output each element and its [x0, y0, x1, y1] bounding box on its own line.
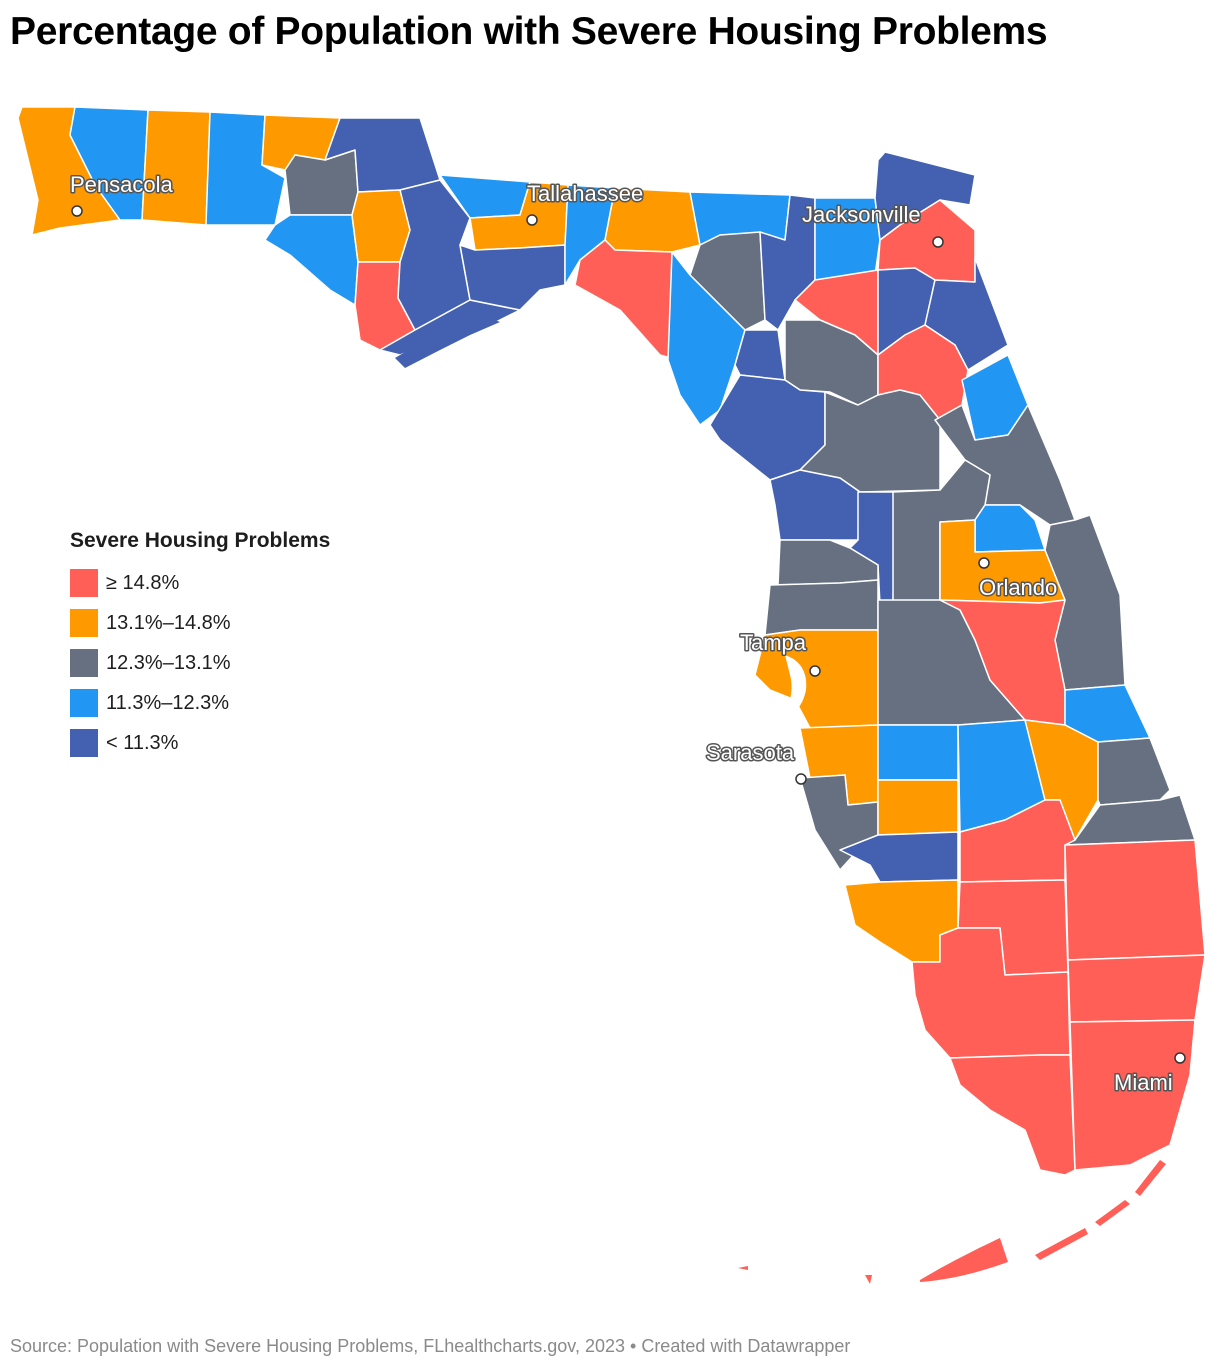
- city-label-tallahassee: Tallahassee: [527, 181, 643, 206]
- legend-label: 13.1%–14.8%: [106, 611, 231, 634]
- legend: Severe Housing Problems ≥ 14.8% 13.1%–14…: [70, 529, 330, 763]
- city-marker: [978, 557, 990, 569]
- county-region: [1067, 954, 1206, 1023]
- legend-swatch: [70, 649, 98, 677]
- county-region: [351, 189, 411, 263]
- city-marker: [526, 214, 538, 226]
- florida-keys: [738, 1160, 1166, 1284]
- source-footer: Source: Population with Severe Housing P…: [10, 1336, 851, 1356]
- county-region: [877, 724, 959, 781]
- county-region: [949, 1054, 1076, 1176]
- county-region: [764, 579, 879, 636]
- panhandle-barrier-island: [395, 318, 500, 368]
- chart-title: Percentage of Population with Severe Hou…: [10, 10, 1048, 53]
- legend-swatch: [70, 689, 98, 717]
- city-marker: [71, 205, 83, 217]
- county-region: [1069, 1019, 1196, 1171]
- legend-item: 12.3%–13.1%: [70, 643, 330, 683]
- city-marker: [932, 236, 944, 248]
- county-region: [1097, 737, 1171, 806]
- county-region: [141, 109, 211, 226]
- legend-item: 11.3%–12.3%: [70, 683, 330, 723]
- city-label-pensacola: Pensacola: [70, 172, 174, 197]
- city-label-orlando: Orlando: [979, 575, 1057, 600]
- county-region: [667, 251, 746, 426]
- city-label-tampa: Tampa: [740, 630, 807, 655]
- city-marker: [795, 773, 807, 785]
- city-marker: [1174, 1052, 1186, 1064]
- city-label-jacksonville: Jacksonville: [802, 202, 921, 227]
- county-region: [264, 214, 359, 306]
- legend-label: 12.3%–13.1%: [106, 651, 231, 674]
- tampa-bay-water: [782, 655, 807, 720]
- legend-swatch: [70, 729, 98, 757]
- legend-swatch: [70, 609, 98, 637]
- county-region: [799, 389, 941, 493]
- county-region: [574, 239, 679, 361]
- legend-label: ≥ 14.8%: [106, 571, 180, 594]
- legend-title: Severe Housing Problems: [70, 529, 331, 552]
- legend-item: 13.1%–14.8%: [70, 603, 330, 643]
- city-label-miami: Miami: [1114, 1070, 1173, 1095]
- county-region: [284, 149, 359, 216]
- city-labels: Pensacola Tallahassee Jacksonville Orlan…: [69, 171, 1175, 1097]
- county-region: [814, 197, 881, 281]
- county-region: [734, 329, 786, 381]
- legend-swatch: [70, 569, 98, 597]
- county-region: [1064, 839, 1206, 961]
- legend-label: 11.3%–12.3%: [106, 691, 230, 714]
- legend-item: ≥ 14.8%: [70, 563, 330, 603]
- legend-item: < 11.3%: [70, 723, 330, 763]
- florida-map: Pensacola Tallahassee Jacksonville Orlan…: [17, 106, 1206, 1284]
- city-marker: [809, 665, 821, 677]
- county-region: [459, 244, 566, 311]
- county-region: [877, 779, 959, 836]
- city-markers: [71, 205, 1186, 1064]
- city-label-sarasota: Sarasota: [706, 740, 795, 765]
- legend-label: < 11.3%: [106, 731, 179, 754]
